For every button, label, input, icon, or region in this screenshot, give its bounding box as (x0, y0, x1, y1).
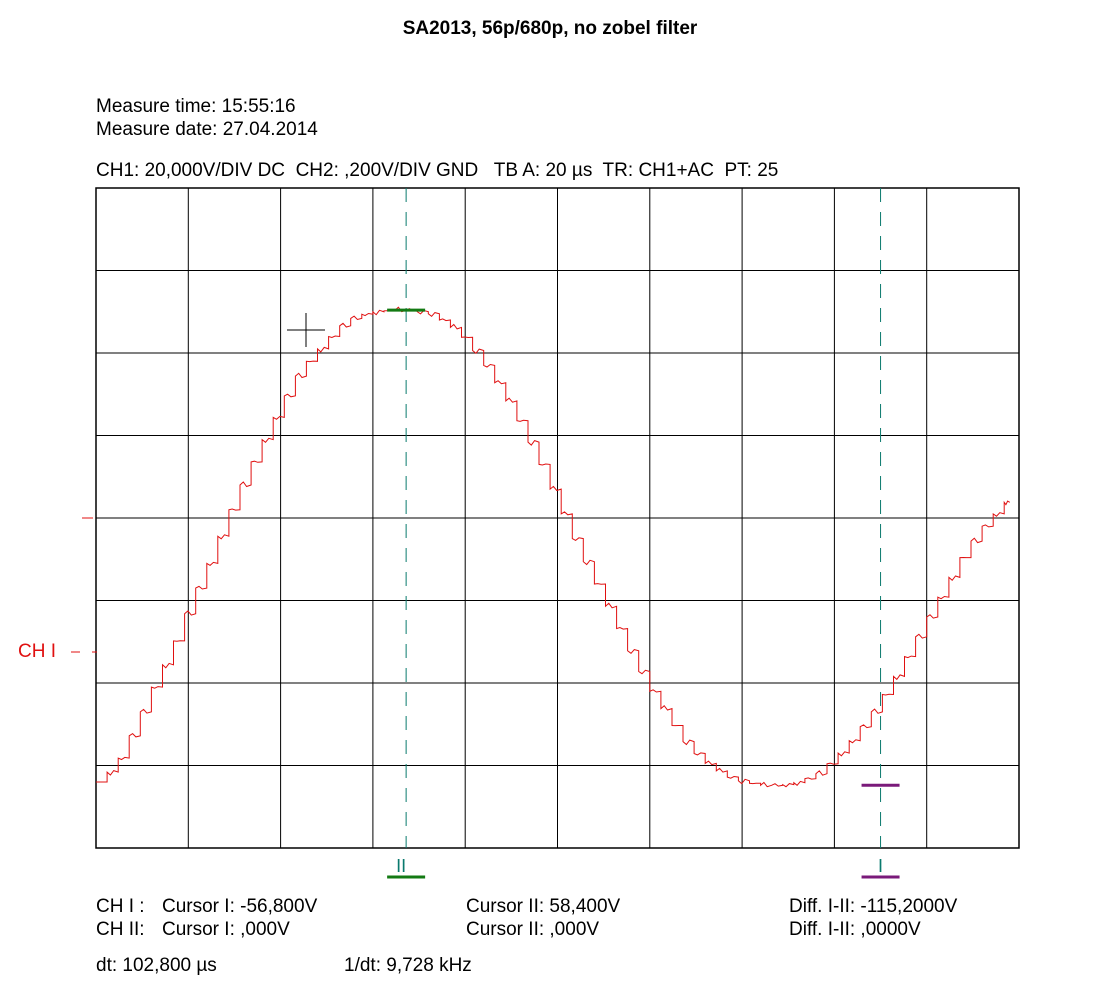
ch1-cursor2-readout: Cursor II: 58,400V (466, 896, 621, 917)
inverse-dt-readout: 1/dt: 9,728 kHz (344, 955, 472, 976)
ch1-cursor1-readout: Cursor I: -56,800V (162, 896, 318, 917)
ch2-name: CH II: (96, 919, 145, 940)
cursor-lines (405, 188, 882, 848)
ch2-diff-readout: Diff. I-II: ,0000V (789, 919, 921, 940)
channel-marker-label: CH I (18, 641, 56, 662)
trace-layer (96, 306, 1011, 788)
ch2-cursor1-readout: Cursor I: ,000V (162, 919, 290, 940)
cursor-1-label: I (878, 856, 883, 876)
ch1-trace (96, 306, 1011, 788)
dt-readout: dt: 102,800 µs (96, 955, 217, 976)
settings-line: CH1: 20,000V/DIV DC CH2: ,200V/DIV GND T… (96, 160, 779, 181)
ch1-diff-readout: Diff. I-II: -115,2000V (789, 896, 958, 917)
measure-time: Measure time: 15:55:16 (96, 96, 296, 117)
grid (95, 187, 1020, 849)
ch2-cursor2-readout: Cursor II: ,000V (466, 919, 600, 940)
ch1-name: CH I : (96, 896, 145, 917)
cursor-2-label: II (396, 856, 406, 876)
chart-title: SA2013, 56p/680p, no zobel filter (402, 18, 698, 39)
measure-date: Measure date: 27.04.2014 (96, 119, 318, 140)
markers: II I (71, 308, 900, 879)
